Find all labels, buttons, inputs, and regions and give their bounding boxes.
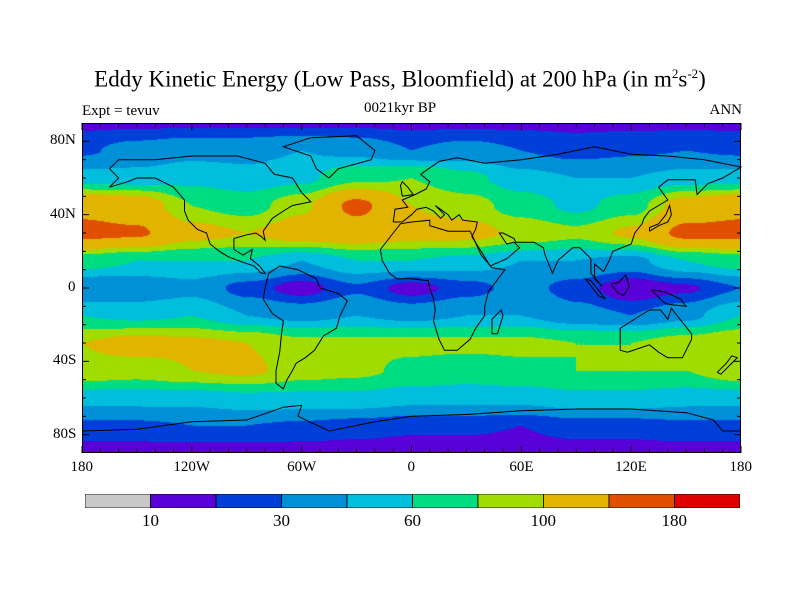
y-tick-label: 0 [68, 279, 76, 295]
x-tick-label: 180 [729, 459, 753, 475]
colorbar [85, 494, 740, 508]
colorbar-box [608, 494, 675, 508]
colorbar-label: 100 [530, 511, 557, 530]
x-tick-label: 120W [173, 459, 210, 475]
x-tick-label: 60W [287, 459, 317, 475]
coastline-australia [619, 307, 693, 359]
coastline-japan [649, 203, 672, 232]
coastline-north-america [109, 155, 312, 274]
title-sup-2: -2 [687, 66, 699, 81]
coastline-new-zealand [716, 355, 739, 375]
coastline-uk [399, 180, 415, 197]
colorbar-label: 10 [142, 511, 159, 530]
experiment-label: Expt = tevuv [82, 103, 160, 119]
x-tick-label: 180 [70, 459, 94, 475]
coastline-sumatra [585, 278, 606, 300]
coastline-new-guinea [650, 289, 688, 307]
colorbar-label: 180 [661, 511, 688, 530]
y-tick-label: 80N [50, 132, 76, 149]
map-panel [81, 123, 743, 453]
colorbar-label: 30 [273, 511, 290, 530]
map-overlay [81, 123, 743, 453]
coastline-borneo [610, 274, 630, 296]
title-sup-1: 2 [671, 66, 679, 81]
coastline-eurasia [392, 146, 743, 287]
x-tick-label: 120E [615, 459, 647, 475]
colorbar-box [215, 494, 282, 508]
colorbar-box [281, 494, 348, 508]
coastline-africa [379, 219, 506, 351]
colorbar-box [543, 494, 610, 508]
y-tick-label: 40S [53, 352, 77, 369]
colorbar-box [674, 494, 740, 508]
x-tick-label: 60E [509, 459, 534, 475]
colorbar-box [150, 494, 217, 508]
coastline-south-america [262, 265, 349, 390]
period-label: 0021kyr BP [363, 100, 437, 116]
season-label: ANN [709, 102, 743, 118]
title-text: Eddy Kinetic Energy (Low Pass, Bloomfiel… [94, 66, 672, 92]
y-tick-label: 80S [53, 425, 77, 442]
contour-fill [82, 123, 741, 453]
map-frame [82, 123, 741, 453]
title-end: ) [698, 66, 706, 92]
title-s: s [678, 66, 688, 92]
colorbar-box [85, 494, 151, 508]
colorbar-label: 60 [404, 511, 421, 530]
colorbar-box [346, 494, 413, 508]
x-tick-label: 0 [407, 459, 416, 475]
y-tick-label: 40N [50, 205, 76, 222]
coastline-antarctica [81, 404, 741, 432]
colorbar-box [412, 494, 479, 508]
colorbar-box [477, 494, 544, 508]
coastline-greenland [281, 135, 376, 179]
coastline-madagascar [491, 309, 504, 335]
chart-title: Eddy Kinetic Energy (Low Pass, Bloomfiel… [0, 66, 800, 93]
